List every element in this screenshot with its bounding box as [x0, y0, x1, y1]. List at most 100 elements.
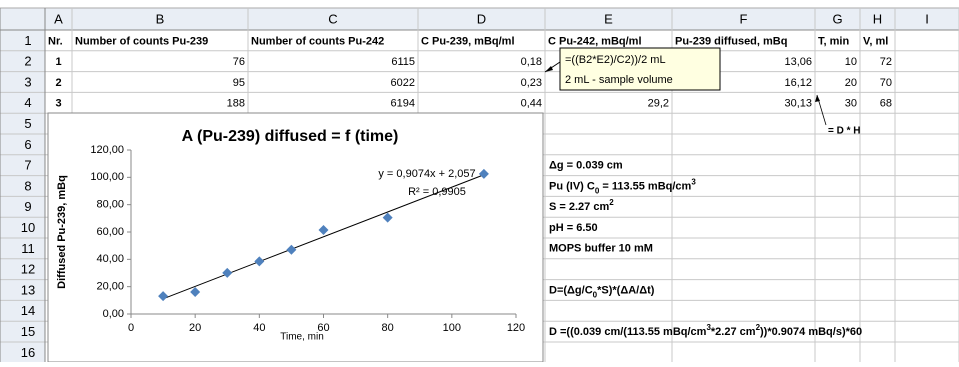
column-header: E	[604, 11, 613, 26]
cell: 13,06	[784, 56, 812, 68]
column-header: H	[873, 11, 882, 26]
data-point	[286, 244, 297, 255]
cell: Number of counts Pu-242	[251, 35, 384, 47]
x-tick-label: 20	[189, 322, 201, 334]
row-header: 4	[24, 95, 31, 110]
cell: C Pu-239, mBq/ml	[421, 35, 515, 47]
note: MOPS buffer 10 mM	[549, 243, 653, 255]
row-header: 10	[21, 220, 35, 235]
note-part: D =((0.039 cm/(113.55 mBq/cm	[549, 326, 707, 338]
row-header: 9	[24, 199, 31, 214]
x-tick-label: 100	[443, 322, 461, 334]
note: pH = 6.50	[549, 222, 598, 234]
data-point	[254, 256, 265, 267]
trendline	[162, 174, 485, 300]
cell: 2	[55, 77, 61, 89]
row-header: 2	[24, 54, 31, 69]
cell: 30,13	[784, 98, 812, 110]
cell: 0,18	[521, 56, 542, 68]
x-tick-label: 0	[128, 322, 134, 334]
cell: 76	[233, 56, 245, 68]
x-axis-label: Time, min	[280, 332, 324, 343]
x-tick-label: 60	[317, 322, 329, 334]
row-header: 3	[24, 74, 31, 89]
note-part: 3	[706, 323, 711, 332]
y-axis-label: Diffused Pu-239, mBq	[56, 175, 68, 289]
cell: Pu-239 diffused, mBq	[675, 35, 787, 47]
cell: 16,12	[784, 77, 812, 89]
cell: 6022	[391, 77, 415, 89]
chart: A (Pu-239) diffused = f (time) Time, min…	[47, 112, 544, 363]
cell: 70	[880, 77, 892, 89]
note-part: D=(Δg/C	[549, 284, 593, 296]
x-tick-label: 120	[507, 322, 525, 334]
note-part: 0	[595, 186, 600, 195]
cell: 95	[233, 77, 245, 89]
r-squared: R² = 0,9905	[408, 186, 466, 198]
row-header: 8	[24, 178, 31, 193]
note-part: = 113.55 mBq/cm	[599, 180, 691, 192]
y-tick-label: 60,00	[96, 226, 124, 238]
cell: 6115	[391, 56, 415, 68]
cell: 6194	[391, 98, 415, 110]
data-point	[158, 291, 169, 302]
y-tick-label: 80,00	[96, 199, 124, 211]
note-part: 2	[609, 198, 614, 207]
cell: 0,23	[521, 77, 542, 89]
note: D=(Δg/C0*S)*(ΔA/Δt)	[549, 284, 655, 299]
row-header: 16	[21, 345, 35, 360]
note-part: S = 2.27 cm	[549, 201, 609, 213]
row-header: 1	[24, 33, 31, 48]
cell: 30	[845, 98, 857, 110]
data-point	[478, 168, 489, 179]
cell: 1	[55, 56, 61, 68]
comment-text: =((B2*E2)/C2))/2 mL	[565, 54, 666, 66]
y-tick-label: 120,00	[90, 144, 124, 156]
y-tick-label: 100,00	[90, 171, 124, 183]
cell: 0,44	[521, 98, 542, 110]
cell: 20	[845, 77, 857, 89]
note: Pu (IV) C0 = 113.55 mBq/cm3	[549, 177, 696, 195]
cell: V, ml	[863, 35, 888, 47]
note-part: 3	[691, 177, 696, 186]
x-tick-label: 40	[253, 322, 265, 334]
row-header: 14	[21, 303, 35, 318]
y-tick-label: 40,00	[96, 253, 124, 265]
data-point	[190, 286, 201, 297]
y-tick-label: 0,00	[103, 308, 124, 320]
cell: 188	[227, 98, 245, 110]
column-header: B	[156, 11, 165, 26]
data-point	[318, 224, 329, 235]
cell: C Pu-242, mBq/ml	[548, 35, 642, 47]
column-header: D	[477, 11, 486, 26]
note-part: ))*0.9074 mBq/s)*60	[760, 326, 862, 338]
note-arrow-head	[815, 95, 820, 102]
row-header: 6	[24, 137, 31, 152]
column-header: A	[54, 11, 63, 26]
note-part: 0	[593, 290, 598, 299]
row-header: 15	[21, 324, 35, 339]
comment-box	[559, 47, 721, 91]
note: Δg = 0.039 cm	[549, 160, 623, 172]
note-part: 2	[756, 323, 761, 332]
cell: 68	[880, 98, 892, 110]
cell: 29,2	[648, 98, 669, 110]
note-part: *2.27 cm	[711, 326, 756, 338]
row-header: 5	[24, 116, 31, 131]
column-header: G	[832, 11, 842, 26]
note-part: *S)*(ΔA/Δt)	[597, 284, 655, 296]
data-point	[382, 212, 393, 223]
column-header: I	[925, 11, 929, 26]
cell: Number of counts Pu-239	[75, 35, 208, 47]
note: D =((0.039 cm/(113.55 mBq/cm3*2.27 cm2))…	[549, 323, 862, 338]
row-header: 13	[21, 282, 35, 297]
trendline-equation: y = 0,9074x + 2,057	[378, 168, 475, 180]
cell: T, min	[818, 35, 849, 47]
note-formula: = D * H	[828, 126, 861, 137]
data-point	[222, 267, 233, 278]
cell: 10	[845, 56, 857, 68]
comment-text: 2 mL - sample volume	[565, 74, 673, 86]
column-header: C	[328, 11, 337, 26]
